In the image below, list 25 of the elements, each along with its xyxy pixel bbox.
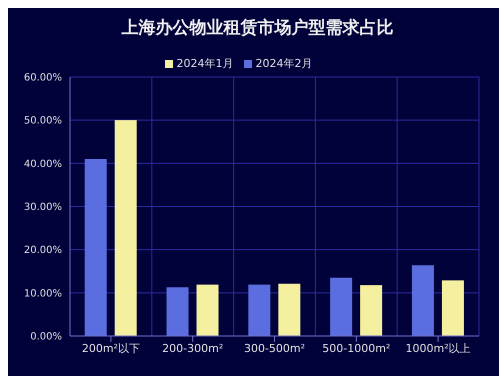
x-tick-label: 1000m²以上 — [406, 342, 471, 355]
y-tick-label: 20.00% — [24, 245, 62, 256]
bar — [114, 120, 137, 336]
y-tick-label: 60.00% — [24, 72, 62, 84]
y-tick-label: 30.00% — [24, 202, 62, 214]
chart-title: 上海办公物业租赁市场户型需求占比 — [120, 17, 394, 40]
bar — [412, 265, 434, 336]
legend-label: 2024年1月 — [176, 57, 234, 70]
bar — [248, 284, 270, 336]
bar — [278, 284, 300, 336]
y-tick-label: 0.00% — [30, 332, 62, 343]
x-tick-label: 300-500m² — [244, 342, 306, 355]
bar — [442, 280, 464, 336]
bar — [360, 285, 382, 336]
x-tick-label: 500-1000m² — [322, 342, 390, 355]
y-tick-label: 40.00% — [24, 158, 62, 170]
y-tick-label: 10.00% — [24, 288, 62, 300]
bar — [166, 287, 189, 336]
bar — [330, 278, 352, 336]
bar — [196, 284, 219, 336]
x-tick-label: 200m²以下 — [82, 342, 140, 355]
bar — [84, 159, 107, 336]
y-tick-label: 50.00% — [24, 116, 62, 127]
x-tick-label: 200-300m² — [162, 342, 224, 355]
legend-label: 2024年2月 — [256, 57, 312, 70]
